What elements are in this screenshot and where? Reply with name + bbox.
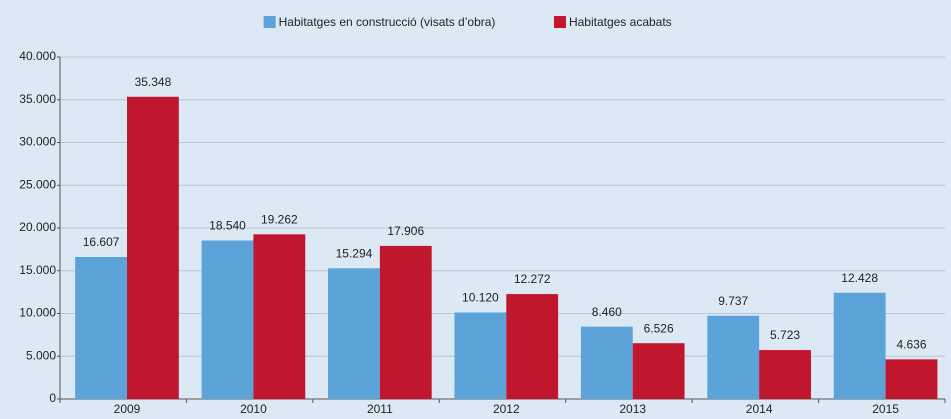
value-label: 17.906	[387, 224, 424, 238]
y-tick-label: 30.000	[19, 135, 56, 149]
x-tick-label: 2012	[493, 402, 520, 416]
x-tick-label: 2010	[240, 402, 267, 416]
x-tick-label: 2011	[367, 402, 393, 416]
y-tick-label: 0	[49, 391, 56, 405]
value-label: 5.723	[770, 328, 800, 342]
bar	[506, 294, 559, 399]
value-label: 18.540	[209, 219, 246, 233]
y-tick-label: 35.000	[19, 92, 56, 106]
value-label: 12.272	[514, 272, 551, 286]
bar	[253, 234, 306, 399]
value-label: 4.636	[896, 338, 926, 352]
bar	[707, 315, 760, 399]
bar	[833, 292, 886, 399]
bar	[885, 359, 938, 399]
value-label: 15.294	[336, 246, 373, 260]
bar	[201, 240, 254, 399]
bar	[75, 257, 128, 399]
value-label: 10.120	[462, 291, 499, 305]
y-tick-label: 25.000	[19, 177, 56, 191]
legend-label: Habitatges en construcció (visats d’obra…	[279, 15, 496, 29]
value-label: 12.428	[841, 271, 878, 285]
y-tick-label: 10.000	[19, 306, 56, 320]
x-tick-label: 2009	[114, 402, 141, 416]
y-tick-label: 20.000	[19, 220, 56, 234]
bar	[454, 312, 507, 399]
value-label: 6.526	[644, 321, 674, 335]
legend-swatch	[263, 16, 276, 28]
bar	[632, 343, 685, 399]
value-label: 9.737	[718, 294, 748, 308]
bar	[328, 268, 380, 399]
y-tick-label: 40.000	[19, 49, 56, 63]
value-label: 35.348	[135, 75, 172, 89]
x-tick-label: 2014	[746, 402, 773, 416]
bar	[379, 245, 432, 399]
bar	[127, 96, 179, 399]
bar	[580, 326, 633, 399]
legend-label: Habitatges acabats	[569, 15, 672, 29]
value-label: 16.607	[83, 235, 120, 249]
x-tick-label: 2013	[619, 402, 646, 416]
y-tick-label: 15.000	[19, 263, 56, 277]
value-label: 8.460	[592, 305, 622, 319]
legend-swatch	[553, 16, 566, 28]
value-label: 19.262	[261, 212, 298, 226]
bar	[759, 350, 811, 399]
y-tick-label: 5.000	[26, 348, 56, 362]
x-tick-label: 2015	[872, 402, 899, 416]
